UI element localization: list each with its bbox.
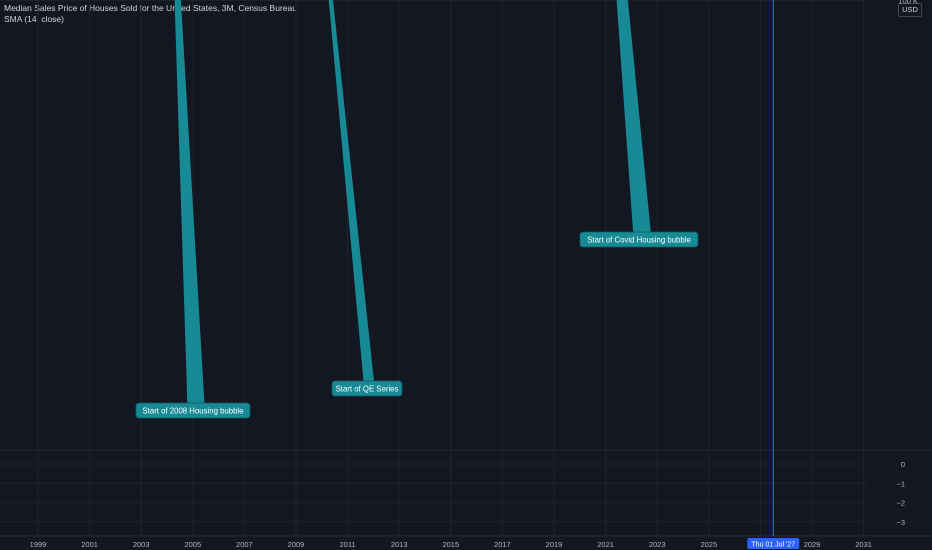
osc-tick-label: 0	[901, 460, 905, 469]
osc-tick-label: −1	[896, 479, 905, 488]
year-tick-label: 2029	[804, 540, 821, 549]
year-tick-label: 1999	[30, 540, 47, 549]
price-axis[interactable]: 460 K440 K420 K400 K380 K360 K340 K320 K…	[898, 0, 918, 5]
year-tick-label: 2031	[855, 540, 872, 549]
year-tick-label: 2017	[494, 540, 511, 549]
year-tick-label: 2003	[133, 540, 150, 549]
year-tick-label: 2001	[81, 540, 98, 549]
year-tick-label: 2007	[236, 540, 253, 549]
chart-title: Median Sales Price of Houses Sold for th…	[4, 3, 297, 13]
drawings[interactable]: 58.51K (29.44%) 58,513122.68K (38.58%) 1…	[135, 0, 791, 419]
callout-2008-bubble-pointer	[174, 0, 205, 403]
year-tick-label: 2023	[649, 540, 666, 549]
year-tick-label: 2005	[184, 540, 201, 549]
year-tick-label: 2011	[340, 540, 356, 549]
indicator-legend[interactable]: SMA (14, close)	[4, 14, 64, 24]
callout-covid-bubble-pointer	[616, 0, 651, 232]
time-axis[interactable]: 1999 2001 2003 2005 2007 2009 2011 2013 2015 2017…	[0, 535, 932, 549]
year-tick-label: 2009	[288, 540, 305, 549]
callout-covid-bubble-box[interactable]	[579, 231, 699, 248]
osc-tick-label: −3	[896, 518, 905, 527]
callout-2008-bubble: Start of 2008 Housing bubble	[143, 406, 244, 415]
year-tick-label: 2015	[442, 540, 459, 549]
year-tick-label: 2013	[391, 540, 408, 549]
price-tick-label: 100 K	[898, 0, 918, 5]
year-tick-label: 2021	[597, 540, 614, 549]
oscillator-pane: 0 −1 −2 −3	[0, 449, 932, 527]
callout-qe-series-box[interactable]	[331, 380, 403, 397]
date-badge	[747, 538, 800, 549]
year-tick-label: 2025	[700, 540, 717, 549]
grid-lines	[0, 0, 868, 536]
date-badge-label: Thu 01 Jul '27	[751, 542, 795, 549]
osc-tick-label: −2	[896, 499, 905, 508]
year-tick-label: 2019	[546, 540, 563, 549]
currency-button[interactable]: USD	[898, 3, 922, 17]
callout-2008-bubble-box[interactable]	[135, 402, 251, 419]
callout-covid-bubble: Start of Covid Housing bubble	[587, 235, 691, 244]
callout-qe-series: Start of QE Series	[336, 384, 399, 393]
horizontal-levels[interactable]	[0, 0, 868, 536]
callout-qe-series-pointer	[328, 0, 374, 381]
